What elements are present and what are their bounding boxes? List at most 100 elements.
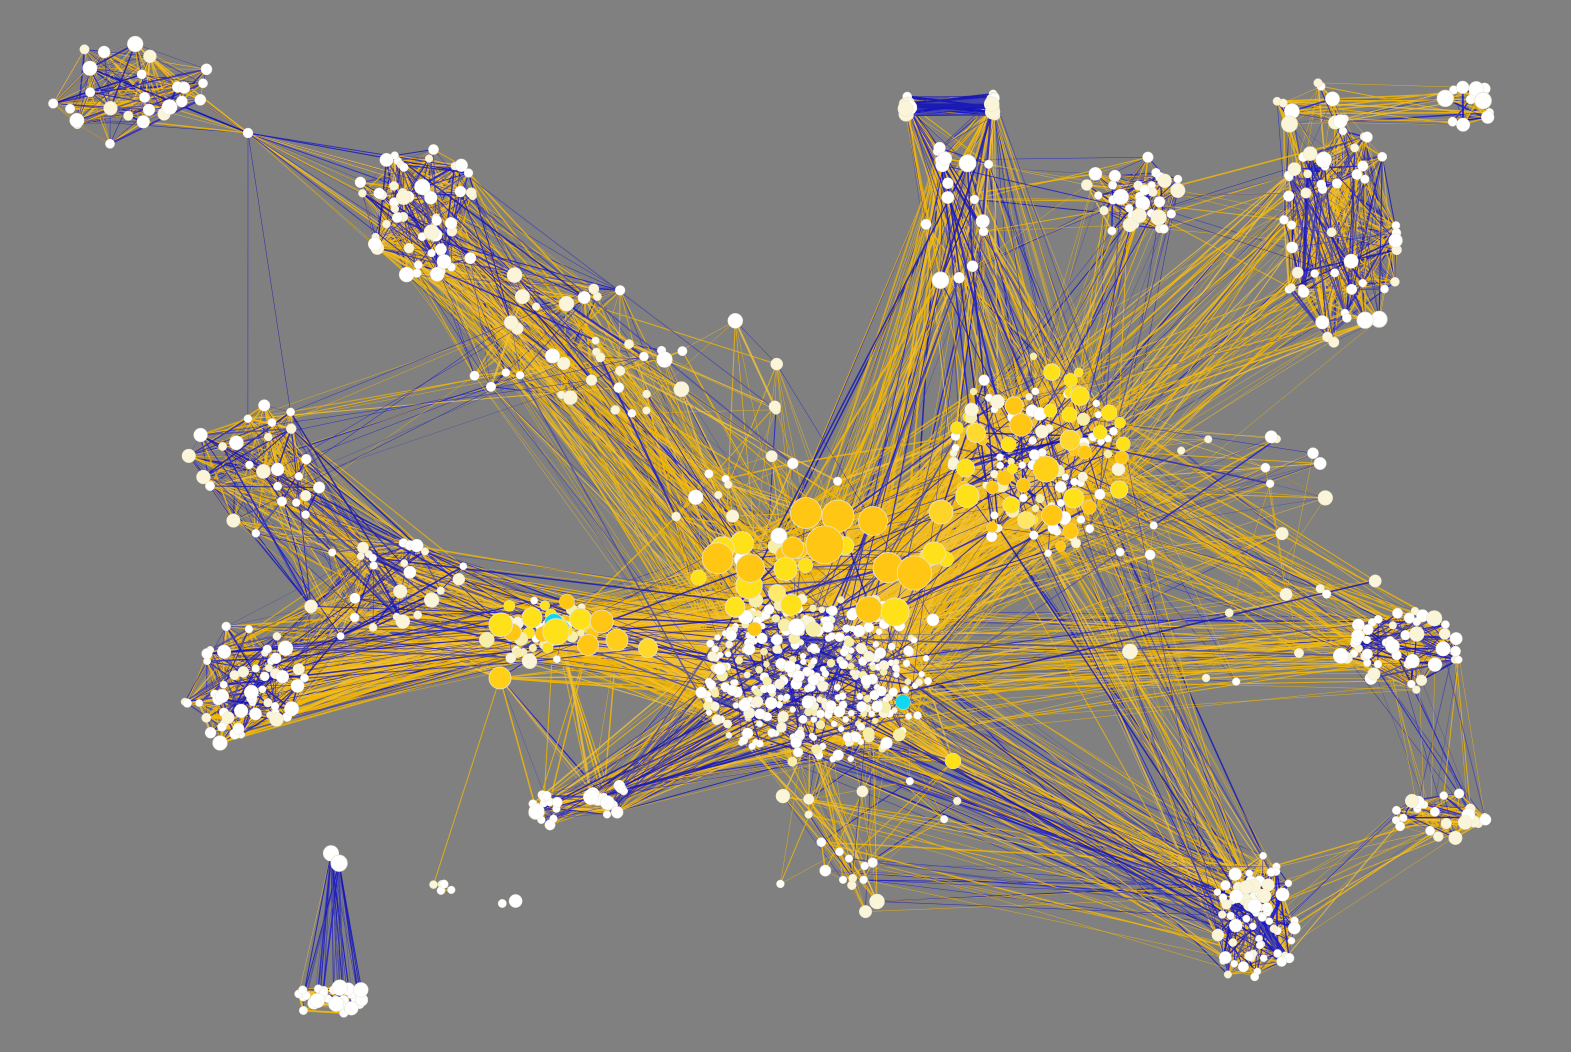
graph-node[interactable] [65,103,76,114]
graph-node[interactable] [748,742,756,750]
graph-node[interactable] [701,542,734,575]
graph-node[interactable] [429,880,438,889]
graph-node[interactable] [614,285,626,296]
graph-node[interactable] [755,739,764,748]
graph-node[interactable] [830,720,838,728]
graph-node[interactable] [767,728,777,738]
graph-node[interactable] [1331,178,1343,189]
graph-node[interactable] [1070,477,1079,486]
graph-node[interactable] [1427,657,1443,672]
graph-node[interactable] [926,613,940,627]
graph-node[interactable] [591,336,600,345]
graph-node[interactable] [1326,227,1337,238]
graph-node[interactable] [1433,831,1444,842]
graph-node[interactable] [834,632,845,642]
graph-node[interactable] [1435,641,1451,657]
graph-node[interactable] [251,664,260,673]
graph-node[interactable] [1112,188,1129,205]
gold-hub-6[interactable] [1059,429,1081,451]
graph-node[interactable] [856,643,868,655]
graph-node[interactable] [497,899,507,908]
graph-node[interactable] [221,711,235,724]
graph-node[interactable] [1256,888,1272,904]
graph-node[interactable] [1122,217,1138,233]
graph-node[interactable] [79,44,90,55]
graph-node[interactable] [1229,889,1244,904]
graph-node[interactable] [349,612,360,623]
graph-node[interactable] [264,663,273,673]
graph-node[interactable] [1287,162,1302,176]
graph-node[interactable] [860,674,873,687]
graph-node[interactable] [1276,956,1287,967]
graph-node[interactable] [726,509,740,523]
graph-node[interactable] [1041,504,1063,527]
graph-node[interactable] [1346,283,1358,295]
graph-node[interactable] [503,600,516,612]
graph-node[interactable] [301,510,310,519]
graph-node[interactable] [1201,673,1211,683]
graph-node[interactable] [542,618,570,646]
graph-node[interactable] [810,734,818,741]
graph-node[interactable] [1361,648,1373,660]
graph-node[interactable] [127,35,144,53]
graph-node[interactable] [423,592,440,608]
graph-node[interactable] [751,695,764,708]
graph-node[interactable] [569,607,592,631]
graph-node[interactable] [1063,373,1078,388]
graph-node[interactable] [263,698,273,708]
graph-node[interactable] [844,637,855,648]
graph-node[interactable] [671,511,681,522]
graph-node[interactable] [182,698,192,708]
graph-node[interactable] [309,992,325,1009]
graph-node[interactable] [888,687,898,697]
graph-node[interactable] [1368,574,1382,588]
graph-node[interactable] [816,709,825,719]
graph-node[interactable] [200,63,213,76]
graph-node[interactable] [429,266,445,282]
graph-node[interactable] [1054,481,1067,493]
graph-node[interactable] [452,573,466,586]
graph-node[interactable] [986,531,998,543]
graph-node[interactable] [871,700,884,713]
graph-node[interactable] [1400,629,1411,641]
graph-node[interactable] [212,735,228,751]
graph-node[interactable] [1221,899,1232,910]
graph-node[interactable] [1025,393,1033,401]
graph-node[interactable] [1070,386,1090,406]
gold-hub-10[interactable] [577,634,599,656]
graph-node[interactable] [465,187,477,199]
graph-node[interactable] [897,100,914,117]
graph-node[interactable] [771,614,781,623]
graph-node[interactable] [559,593,575,610]
graph-node[interactable] [1409,626,1425,642]
graph-node[interactable] [1226,911,1235,920]
graph-node[interactable] [799,652,807,660]
graph-node[interactable] [1407,679,1416,689]
graph-node[interactable] [413,610,423,620]
graph-node[interactable] [735,553,765,583]
graph-node[interactable] [1361,131,1373,143]
graph-node[interactable] [1077,471,1089,483]
graph-node[interactable] [1322,589,1332,599]
graph-node[interactable] [1357,160,1369,172]
graph-node[interactable] [1224,608,1234,618]
graph-node[interactable] [764,696,778,710]
graph-node[interactable] [887,642,896,651]
graph-node[interactable] [244,624,254,634]
graph-node[interactable] [1031,387,1040,396]
graph-node[interactable] [539,600,550,611]
graph-node[interactable] [1131,207,1147,224]
graph-node[interactable] [1228,938,1238,947]
graph-node[interactable] [783,660,797,674]
graph-node[interactable] [913,711,922,720]
graph-node[interactable] [229,435,244,451]
graph-node[interactable] [826,658,836,668]
graph-node[interactable] [1356,311,1374,329]
graph-node[interactable] [331,979,348,996]
graph-node[interactable] [872,641,880,648]
graph-node[interactable] [922,541,946,565]
gold-hub-7[interactable] [966,423,986,443]
graph-node[interactable] [530,596,539,605]
graph-node[interactable] [1283,190,1295,202]
graph-node[interactable] [1278,98,1288,108]
